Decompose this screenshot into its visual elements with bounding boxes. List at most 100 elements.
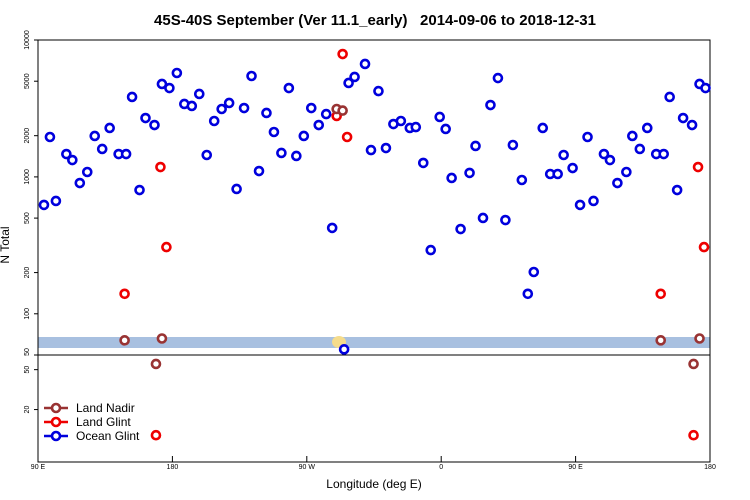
x-tick-label: 180 — [167, 464, 179, 471]
data-point — [688, 358, 699, 370]
data-point — [96, 143, 108, 155]
data-point — [470, 140, 481, 152]
legend-marker — [50, 402, 62, 414]
data-point — [492, 72, 504, 84]
y-tick-label: 200 — [24, 267, 31, 279]
data-point — [664, 91, 675, 103]
data-point — [552, 168, 563, 180]
data-point — [337, 48, 348, 60]
data-point — [38, 199, 50, 211]
y-tick-label: 5000 — [24, 73, 31, 89]
x-tick-label: 0 — [439, 464, 443, 471]
data-point — [395, 115, 407, 127]
data-point — [253, 165, 265, 177]
data-point — [598, 148, 610, 160]
data-point — [688, 429, 699, 441]
data-point — [343, 77, 354, 89]
data-point — [337, 105, 348, 116]
data-point — [268, 126, 280, 138]
x-tick-label: 90 E — [568, 464, 583, 471]
data-point — [291, 150, 302, 162]
data-point — [464, 167, 475, 179]
data-point — [320, 108, 332, 120]
data-point — [341, 131, 353, 143]
legend-label: Land Glint — [76, 415, 131, 429]
data-point — [477, 212, 489, 224]
data-point — [164, 82, 175, 94]
data-point — [434, 111, 446, 123]
data-point — [156, 78, 168, 90]
data-point — [516, 174, 528, 186]
data-point — [440, 123, 451, 135]
x-axis-label: Longitude (deg E) — [326, 477, 421, 491]
data-point — [349, 71, 360, 83]
data-point — [655, 288, 667, 300]
data-point — [326, 222, 338, 234]
y-tick-label: 100 — [24, 308, 31, 320]
data-point — [694, 333, 705, 344]
data-point — [104, 122, 115, 134]
data-point — [485, 99, 496, 111]
data-point — [161, 241, 172, 253]
data-point — [365, 144, 377, 156]
data-point — [658, 148, 670, 160]
chart-title: 45S-40S September (Ver 11.1_early) 2014-… — [154, 12, 596, 29]
data-point — [261, 107, 272, 119]
data-point — [201, 149, 213, 161]
data-point — [528, 266, 540, 278]
data-point — [698, 241, 710, 253]
data-point — [425, 244, 437, 256]
data-point — [621, 166, 632, 178]
legend-marker — [50, 430, 62, 442]
data-point — [120, 148, 132, 160]
data-point — [522, 288, 534, 300]
data-point — [155, 161, 166, 173]
data-point — [677, 112, 689, 124]
data-point — [634, 143, 646, 155]
data-point — [276, 147, 287, 159]
data-point — [692, 161, 704, 173]
y-tick-label: 50 — [24, 366, 31, 374]
data-point — [89, 130, 101, 142]
data-point — [61, 148, 72, 160]
data-point — [208, 115, 220, 127]
data-point — [612, 177, 623, 189]
legend-label: Ocean Glint — [76, 429, 140, 443]
data-point — [67, 154, 78, 166]
data-point — [283, 82, 295, 94]
data-point — [119, 335, 130, 346]
data-point — [417, 157, 429, 169]
data-point — [298, 130, 310, 142]
data-point — [238, 102, 250, 114]
data-point — [604, 154, 616, 166]
data-point — [588, 195, 599, 207]
y-tick-label: 2000 — [24, 128, 31, 144]
data-point — [186, 100, 198, 112]
data-point — [156, 333, 168, 344]
y-tick-label: 20 — [24, 406, 31, 414]
data-point — [582, 131, 593, 143]
data-point — [149, 119, 160, 131]
data-point — [500, 214, 511, 226]
data-point — [373, 85, 384, 97]
data-point — [558, 149, 569, 161]
data-point — [193, 88, 205, 100]
data-point — [313, 119, 325, 131]
y-axis-label: N Total — [0, 226, 12, 263]
data-point — [567, 162, 578, 174]
data-point — [246, 70, 257, 82]
plot-frame — [37, 39, 711, 463]
data-point — [150, 358, 162, 370]
legend-marker — [50, 416, 62, 428]
data-point — [641, 122, 653, 134]
data-point — [671, 184, 683, 196]
x-tick-label: 180 — [704, 464, 716, 471]
legend-label: Land Nadir — [76, 401, 135, 415]
data-point — [574, 199, 586, 211]
data-point — [44, 131, 56, 143]
data-point — [171, 67, 183, 79]
data-point — [81, 166, 93, 178]
data-point — [380, 142, 392, 154]
data-point — [338, 344, 350, 355]
